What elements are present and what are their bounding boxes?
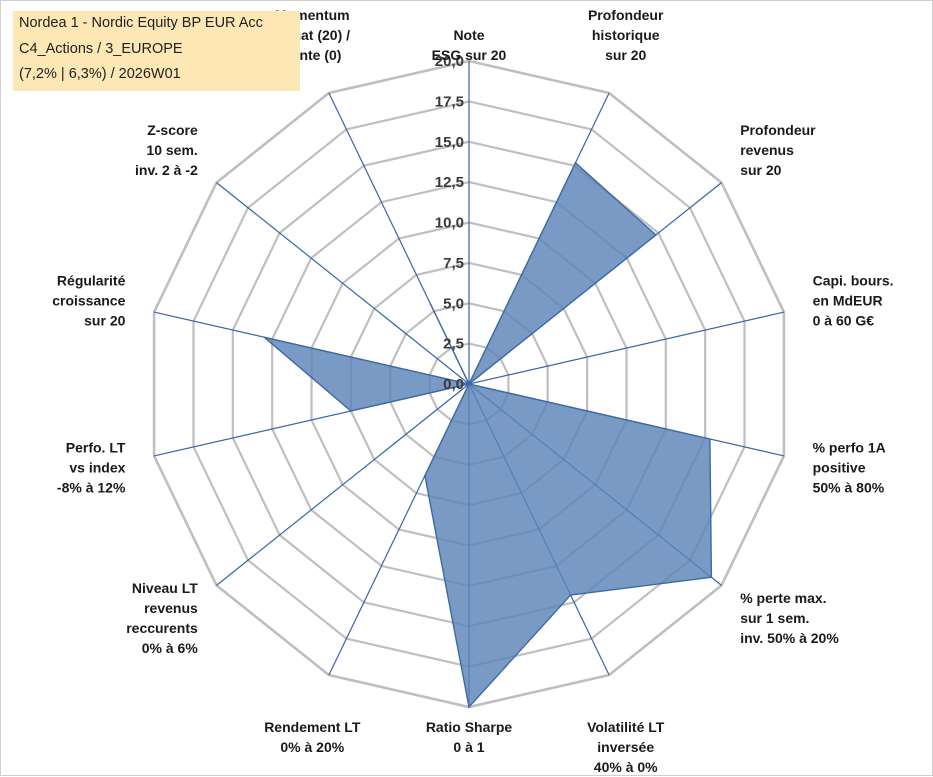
- tick-label: 5,0: [443, 295, 464, 312]
- data-point-5: [709, 438, 711, 440]
- data-point-14: [429, 303, 432, 305]
- category-label-12: Régularité croissance sur 20: [52, 273, 125, 329]
- spoke-4: [468, 311, 785, 385]
- category-labels: Note ESG sur 20 Profondeur historique sur 20…: [52, 7, 893, 775]
- tick-label: 17,5: [435, 93, 464, 110]
- data-point-11: [350, 410, 352, 412]
- category-label-1: Note ESG sur 20: [432, 27, 507, 63]
- data-point-8: [468, 706, 470, 708]
- category-label-6: % perte max. sur 1 sem. inv. 50% à 20%: [740, 590, 839, 646]
- radar-series: [263, 161, 713, 709]
- category-label-13: Z-score 10 sem. inv. 2 à -2: [135, 122, 198, 178]
- category-label-10: Niveau LT revenus reccurents 0% à 6%: [126, 580, 198, 656]
- category-label-8: Ratio Sharpe 0 à 1: [426, 719, 513, 755]
- data-point-7: [569, 594, 572, 596]
- category-label-4: Capi. bours. en MdEUR 0 à 60 G€: [813, 273, 894, 329]
- spoke-13: [216, 182, 470, 385]
- tick-label: 10,0: [435, 215, 464, 232]
- chart-title-line-3: (7,2% | 6,3%) / 2026W01: [19, 66, 181, 82]
- tick-label: 12,5: [435, 174, 464, 191]
- tick-label: 7,5: [443, 255, 464, 272]
- category-label-7: Volatilité LT inversée 40% à 0%: [587, 719, 665, 775]
- category-label-5: % perfo 1A positive 50% à 80%: [813, 439, 886, 495]
- chart-title-line-2: C4_Actions / 3_EUROPE: [19, 41, 183, 57]
- data-point-2: [574, 162, 577, 164]
- tick-label: 0,0: [443, 376, 464, 393]
- category-label-3: Profondeur revenus sur 20: [740, 122, 816, 178]
- data-point-9: [424, 474, 426, 477]
- tick-label: 15,0: [435, 134, 464, 151]
- category-label-2: Profondeur historique sur 20: [588, 7, 664, 63]
- tick-label: 20,0: [435, 53, 464, 70]
- data-point-6: [710, 576, 713, 579]
- chart-title-line-1: Nordea 1 - Nordic Equity BP EUR Acc: [19, 15, 263, 31]
- chart-title-box: Nordea 1 - Nordic Equity BP EUR Acc C4_A…: [13, 11, 300, 91]
- data-point-12: [263, 336, 266, 339]
- category-label-9: Rendement LT 0% à 20%: [264, 719, 361, 755]
- data-point-13: [468, 383, 470, 385]
- radial-axis-ticks: 0,0 2,5 5,0 7,5 10,0 12,5 15,0 17,5 20,0: [435, 53, 464, 393]
- tick-label: 2,5: [443, 336, 464, 353]
- spoke-10: [216, 383, 470, 586]
- data-point-3: [655, 234, 657, 236]
- category-label-11: Perfo. LT vs index -8% à 12%: [57, 439, 126, 495]
